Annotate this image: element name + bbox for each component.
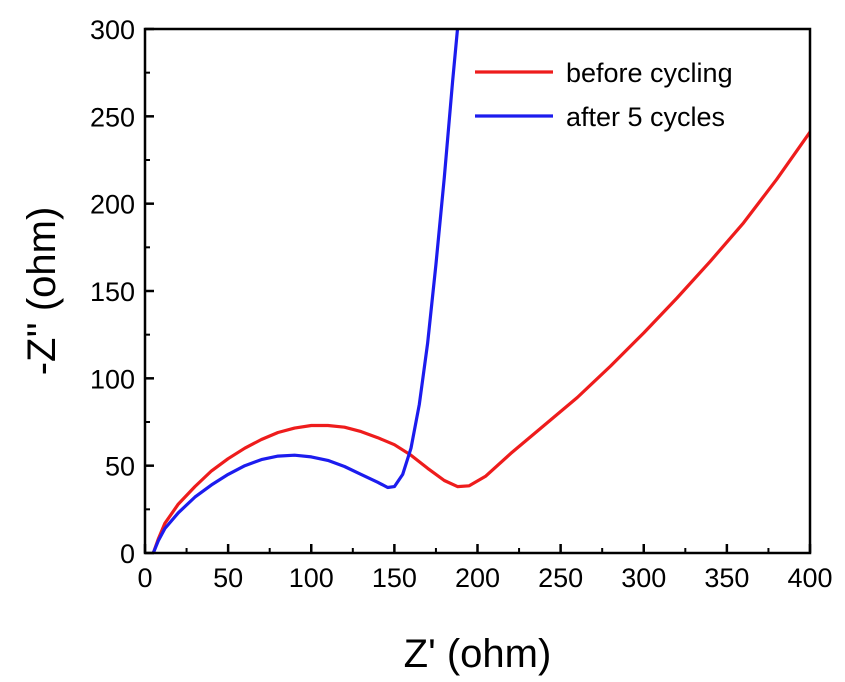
- plot-frame: [143, 27, 812, 555]
- x-tick-label: 300: [621, 563, 666, 593]
- y-axis-title: -Z'' (ohm): [20, 207, 64, 376]
- y-tick-label: 100: [90, 364, 135, 394]
- x-axis-title: Z' (ohm): [404, 632, 552, 676]
- x-tick-label: 100: [289, 563, 334, 593]
- x-tick-label: 150: [372, 563, 417, 593]
- series-line-1: [151, 130, 810, 553]
- legend: before cycling after 5 cycles: [475, 58, 733, 132]
- x-axis-ticks: 0 50 100 150 200 250 300 350 400: [137, 544, 833, 593]
- y-tick-label: 50: [105, 452, 135, 482]
- x-tick-label: 350: [704, 563, 749, 593]
- legend-label: after 5 cycles: [566, 102, 725, 132]
- x-tick-label: 250: [538, 563, 583, 593]
- y-tick-label: 150: [90, 277, 135, 307]
- y-tick-label: 300: [90, 15, 135, 45]
- legend-label: before cycling: [566, 58, 733, 88]
- y-tick-label: 250: [90, 102, 135, 132]
- y-tick-label: 0: [120, 539, 135, 569]
- y-tick-label: 200: [90, 190, 135, 220]
- plot-series: [151, 29, 810, 553]
- x-tick-label: 0: [137, 563, 152, 593]
- x-tick-label: 50: [213, 563, 243, 593]
- x-tick-label: 200: [455, 563, 500, 593]
- y-axis-ticks: 0 50 100 150 200 250 300: [90, 15, 154, 569]
- x-tick-label: 400: [787, 563, 832, 593]
- series-line-2: [151, 29, 460, 553]
